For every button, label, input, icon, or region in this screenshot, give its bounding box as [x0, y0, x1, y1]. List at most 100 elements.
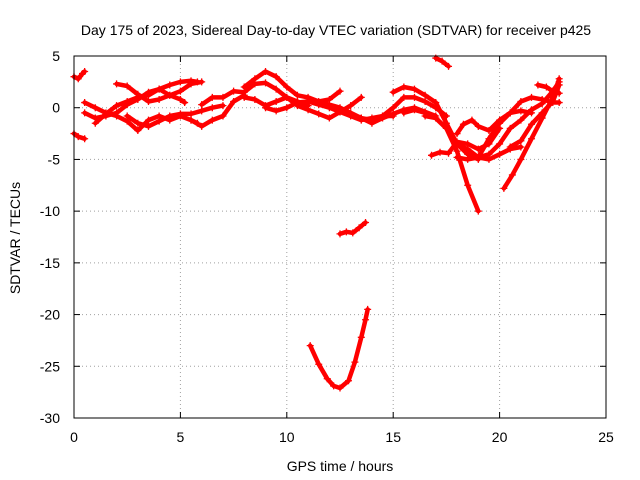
- data-point: [251, 95, 259, 103]
- data-point: [81, 68, 89, 76]
- data-point: [549, 87, 557, 95]
- data-point: [432, 99, 440, 107]
- data-point: [485, 135, 493, 143]
- data-point: [155, 85, 163, 93]
- series-line: [535, 82, 562, 96]
- data-point: [438, 57, 446, 65]
- data-point: [240, 93, 248, 101]
- data-point: [428, 151, 436, 159]
- data-point: [144, 91, 152, 99]
- series-track-07: [123, 102, 227, 130]
- data-point: [323, 375, 331, 383]
- y-tick-label: -15: [40, 255, 60, 271]
- x-tick-label: 0: [70, 429, 78, 445]
- data-point: [400, 109, 408, 117]
- data-point: [528, 120, 536, 128]
- x-tick-label: 25: [598, 429, 614, 445]
- data-point: [262, 79, 270, 87]
- data-point: [123, 112, 131, 120]
- data-point: [304, 98, 312, 106]
- data-point: [272, 73, 280, 81]
- data-point: [144, 116, 152, 124]
- data-point: [166, 81, 174, 89]
- data-point: [74, 75, 82, 83]
- data-point: [410, 93, 418, 101]
- data-point: [506, 124, 514, 132]
- series-line: [241, 69, 343, 104]
- data-point: [336, 384, 344, 392]
- data-point: [155, 117, 163, 125]
- data-point: [432, 114, 440, 122]
- data-point: [357, 114, 365, 122]
- data-point: [357, 93, 365, 101]
- series-line: [348, 95, 449, 123]
- data-point: [176, 78, 184, 86]
- x-axis-label: GPS time / hours: [287, 458, 394, 474]
- x-tick-label: 5: [177, 429, 185, 445]
- data-point: [496, 119, 504, 127]
- data-point: [113, 80, 121, 88]
- data-point: [293, 99, 301, 107]
- data-point: [445, 149, 453, 157]
- data-point: [389, 104, 397, 112]
- data-point: [528, 106, 536, 114]
- series-track-01: [70, 68, 89, 83]
- data-point: [315, 110, 323, 118]
- data-point: [272, 85, 280, 93]
- data-point: [181, 99, 189, 107]
- data-point: [144, 122, 152, 130]
- data-point: [272, 107, 280, 115]
- data-point: [349, 229, 357, 237]
- data-point: [453, 130, 461, 138]
- data-point: [81, 99, 89, 107]
- data-point: [251, 75, 259, 83]
- data-point: [464, 155, 472, 163]
- data-point: [283, 93, 291, 101]
- series-line: [307, 307, 370, 391]
- data-point: [325, 114, 333, 122]
- data-point: [336, 87, 344, 95]
- data-point: [144, 98, 152, 106]
- data-point: [155, 95, 163, 103]
- data-point: [555, 89, 563, 97]
- data-point: [134, 90, 142, 98]
- series-line: [124, 103, 226, 129]
- data-point: [534, 81, 542, 89]
- data-point: [342, 228, 350, 236]
- data-point: [113, 102, 121, 110]
- series-track-06: [113, 78, 206, 106]
- data-point: [464, 181, 472, 189]
- y-tick-label: -30: [40, 410, 60, 426]
- data-point: [364, 305, 372, 313]
- data-point: [283, 104, 291, 112]
- data-point: [198, 122, 206, 130]
- data-point: [272, 98, 280, 106]
- data-point: [506, 109, 514, 117]
- data-point: [81, 109, 89, 117]
- data-point: [459, 120, 467, 128]
- y-tick-label: 0: [52, 100, 60, 116]
- y-tick-label: -5: [48, 151, 61, 167]
- data-point: [198, 107, 206, 115]
- data-point: [123, 82, 131, 90]
- data-point: [528, 135, 536, 143]
- series-track-26: [336, 219, 370, 238]
- data-point: [306, 342, 314, 350]
- data-point: [474, 153, 482, 161]
- data-point: [176, 110, 184, 118]
- data-point: [187, 110, 195, 118]
- data-point: [474, 207, 482, 215]
- data-point: [528, 93, 536, 101]
- plot-area: [70, 54, 563, 392]
- data-point: [555, 99, 563, 107]
- data-point: [400, 93, 408, 101]
- data-point: [357, 333, 365, 341]
- data-point: [240, 83, 248, 91]
- series-track-10: [240, 68, 344, 106]
- data-point: [355, 224, 363, 232]
- grid: [74, 56, 606, 418]
- data-point: [436, 148, 444, 156]
- data-point: [400, 83, 408, 91]
- data-point: [389, 88, 397, 96]
